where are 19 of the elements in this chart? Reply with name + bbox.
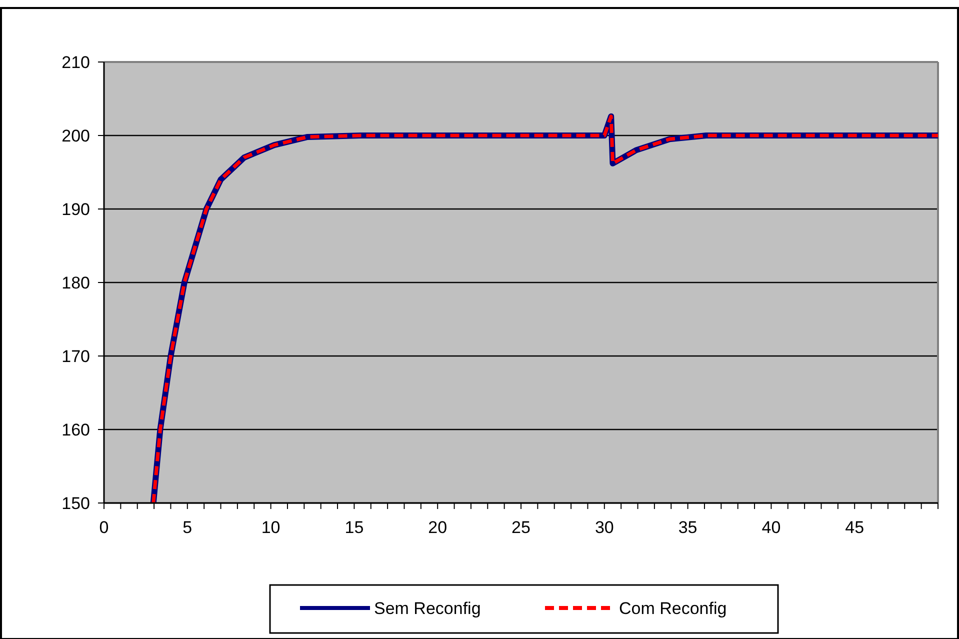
y-tick-label: 160 <box>62 420 90 440</box>
x-tick-label: 0 <box>99 518 109 537</box>
y-tick-label: 210 <box>62 53 90 72</box>
legend-label: Sem Reconfig <box>374 599 481 618</box>
x-tick-label: 20 <box>428 518 448 537</box>
x-tick-label: 30 <box>594 518 614 537</box>
x-tick-label: 15 <box>344 518 364 537</box>
y-tick-label: 150 <box>62 494 90 513</box>
legend-label: Com Reconfig <box>619 599 727 618</box>
x-tick-label: 10 <box>261 518 280 537</box>
x-tick-label: 35 <box>678 518 698 537</box>
y-tick-label: 170 <box>62 347 90 366</box>
x-tick-label: 25 <box>512 518 530 537</box>
x-tick-label: 5 <box>182 518 192 537</box>
y-tick-label: 180 <box>62 274 90 292</box>
x-tick-label: 45 <box>845 518 864 537</box>
y-tick-label: 190 <box>62 200 90 219</box>
y-tick-label: 200 <box>62 126 90 146</box>
x-tick-label: 40 <box>762 518 781 537</box>
